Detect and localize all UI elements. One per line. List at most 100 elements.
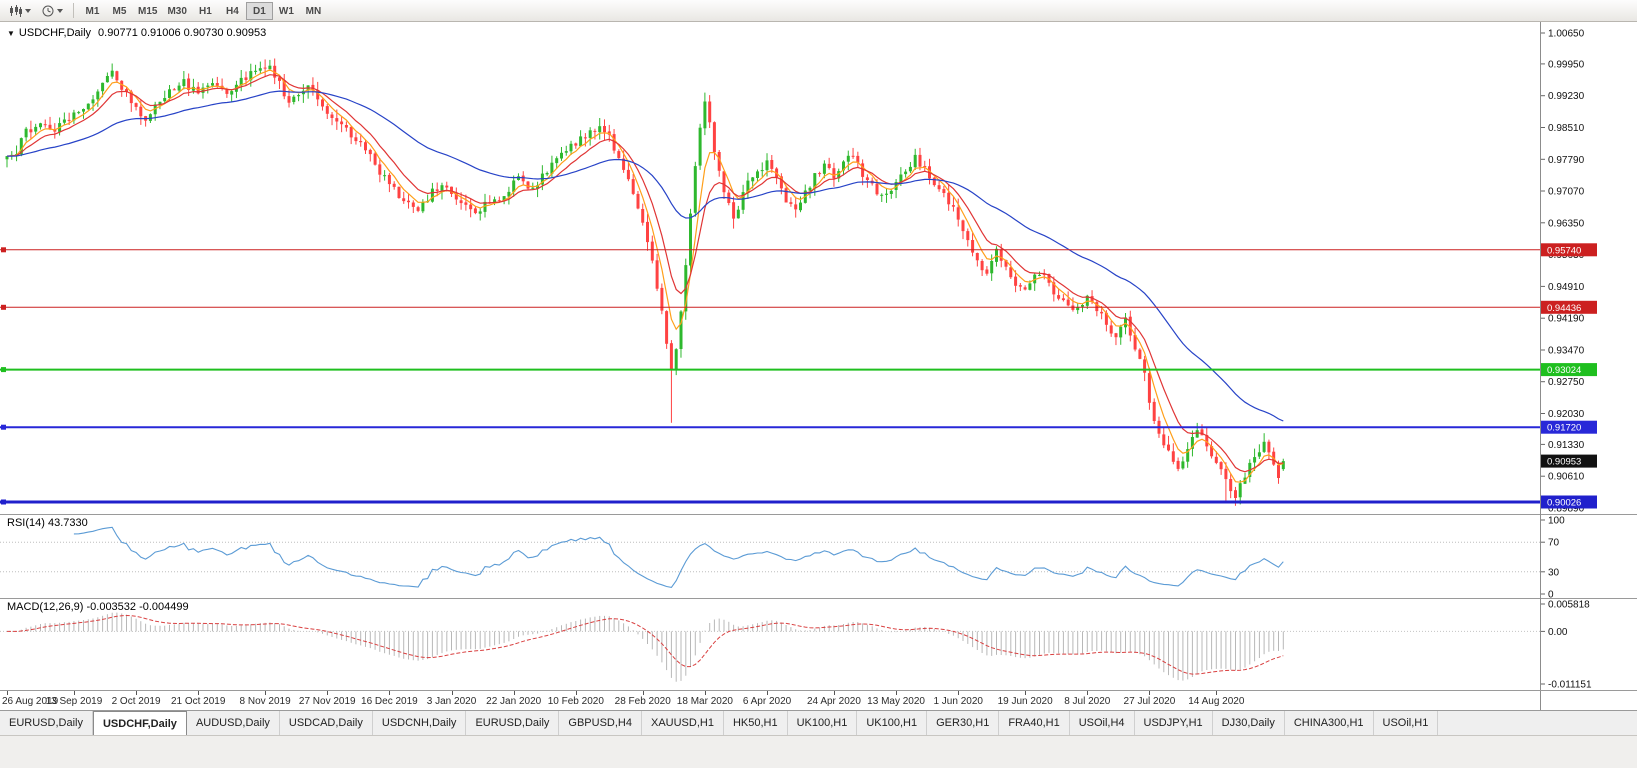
- chart-tab-usdcnh-daily[interactable]: USDCNH,Daily: [373, 711, 467, 735]
- time-tick: [896, 691, 898, 695]
- ma-line-5: [6, 69, 1284, 483]
- axis-corner-divider: [1540, 691, 1541, 711]
- chart-tab-eurusd-daily[interactable]: EURUSD,Daily: [0, 711, 93, 735]
- chart-tab-china300-h1[interactable]: CHINA300,H1: [1285, 711, 1374, 735]
- time-tick: [1025, 691, 1027, 695]
- chart-tab-usoil-h4[interactable]: USOil,H4: [1070, 711, 1135, 735]
- time-tick: [642, 691, 644, 695]
- timeframe-button-m15[interactable]: M15: [133, 2, 162, 20]
- chart-tab-usdjpy-h1[interactable]: USDJPY,H1: [1135, 711, 1213, 735]
- chart-tab-audusd-daily[interactable]: AUDUSD,Daily: [187, 711, 280, 735]
- ma-line-40: [7, 90, 1284, 422]
- svg-text:0.98510: 0.98510: [1548, 123, 1585, 134]
- chart-tab-usdcad-daily[interactable]: USDCAD,Daily: [280, 711, 373, 735]
- time-tick: [265, 691, 267, 695]
- time-tick: [1216, 691, 1218, 695]
- timeframe-button-m30[interactable]: M30: [162, 2, 191, 20]
- timeframe-button-m1[interactable]: M1: [79, 2, 106, 20]
- timeframe-button-mn[interactable]: MN: [300, 2, 327, 20]
- time-axis-label: 27 Jul 2020: [1123, 696, 1176, 707]
- status-bar: [0, 735, 1637, 768]
- period-dropdown-button[interactable]: [37, 2, 68, 20]
- time-tick: [7, 691, 8, 695]
- level-handle-icon[interactable]: [1, 499, 6, 505]
- time-tick: [327, 691, 329, 695]
- time-axis-label: 6 Apr 2020: [742, 696, 792, 707]
- chart-tab-eurusd-daily[interactable]: EURUSD,Daily: [466, 711, 560, 735]
- clock-icon: [42, 5, 54, 16]
- time-axis-label: 28 Feb 2020: [614, 696, 671, 707]
- time-axis-label: 16 Dec 2019: [361, 696, 418, 707]
- svg-text:0.89890: 0.89890: [1548, 504, 1585, 515]
- main-chart-canvas[interactable]: 1.00650 0.99950 0.99230 0.98510 0.97790 0.970…: [0, 22, 1637, 514]
- time-tick: [389, 691, 391, 695]
- ma-line-10: [6, 74, 1284, 473]
- svg-text:-0.011151: -0.011151: [1548, 680, 1592, 691]
- macd-histogram-group: [11, 612, 1284, 682]
- price-axis[interactable]: 1.00650 0.99950 0.99230 0.98510 0.97790 0.970…: [1540, 22, 1637, 515]
- chart-tab-usoil-h1[interactable]: USOil,H1: [1374, 711, 1439, 735]
- svg-text:0.93024: 0.93024: [1547, 365, 1581, 376]
- moving-averages-group: [6, 69, 1284, 483]
- time-axis-label: 8 Nov 2019: [239, 696, 291, 707]
- svg-text:0.94910: 0.94910: [1548, 282, 1585, 293]
- svg-text:0: 0: [1548, 590, 1554, 599]
- macd-signal-value: -0.004499: [139, 601, 189, 613]
- chart-tab-fra40-h1[interactable]: FRA40,H1: [999, 711, 1070, 735]
- macd-panel-canvas[interactable]: 0.005818 0.00 -0.011151: [0, 598, 1637, 690]
- macd-axis[interactable]: 0.005818 0.00 -0.011151: [1540, 598, 1637, 691]
- time-axis-label: 14 Aug 2020: [1188, 696, 1245, 707]
- time-tick: [833, 691, 835, 695]
- collapse-chart-icon[interactable]: ▼: [7, 29, 15, 38]
- chart-tab-usdchf-daily[interactable]: USDCHF,Daily: [92, 711, 187, 735]
- chart-tab-uk100-h1[interactable]: UK100,H1: [788, 711, 858, 735]
- svg-text:0.95740: 0.95740: [1547, 245, 1581, 256]
- timeframe-button-w1[interactable]: W1: [273, 2, 300, 20]
- level-handle-icon[interactable]: [1, 304, 6, 310]
- level-handle-icon[interactable]: [1, 424, 6, 430]
- svg-text:70: 70: [1548, 538, 1560, 549]
- chart-tab-uk100-h1[interactable]: UK100,H1: [857, 711, 928, 735]
- chart-tab-xauusd-h1[interactable]: XAUUSD,H1: [642, 711, 724, 735]
- level-handle-icon[interactable]: [1, 367, 6, 373]
- chevron-down-icon: [57, 8, 63, 13]
- chart-type-button[interactable]: [4, 2, 36, 20]
- timeframe-button-m5[interactable]: M5: [106, 2, 133, 20]
- timeframe-toolbar: M1 M5 M15 M30 H1 H4 D1 W1 MN: [0, 0, 1637, 22]
- chart-tab-hk50-h1[interactable]: HK50,H1: [724, 711, 788, 735]
- timeframe-button-d1[interactable]: D1: [245, 2, 273, 21]
- time-tick: [1087, 691, 1089, 695]
- chart-tab-gbpusd-h4[interactable]: GBPUSD,H4: [559, 711, 642, 735]
- horizontal-levels-group: [0, 247, 1540, 505]
- svg-text:0.96350: 0.96350: [1548, 218, 1585, 229]
- timeframe-button-h4[interactable]: H4: [219, 2, 246, 20]
- chart-ohlc-values: 0.90771 0.91006 0.90730 0.90953: [98, 27, 267, 39]
- level-handle-icon[interactable]: [1, 247, 6, 253]
- timeframe-button-h1[interactable]: H1: [192, 2, 219, 20]
- price-badges-group: 0.95740 0.94436 0.93024 0.91720 0.90026 0.909…: [1541, 243, 1597, 509]
- time-tick: [451, 691, 453, 695]
- rsi-name: RSI(14): [7, 517, 45, 529]
- time-axis-label: 13 May 2020: [867, 696, 925, 707]
- macd-signal-group: [7, 614, 1284, 675]
- timeframe-buttons: M1 M5 M15 M30 H1 H4 D1 W1 MN: [79, 1, 327, 21]
- chart-tab-dj30-daily[interactable]: DJ30,Daily: [1213, 711, 1285, 735]
- chart-symbol-period: USDCHF,Daily: [18, 27, 92, 39]
- macd-main-value: -0.003532: [86, 601, 137, 613]
- time-tick: [704, 691, 706, 695]
- macd-name: MACD(12,26,9): [7, 601, 84, 613]
- time-axis-label: 24 Apr 2020: [806, 696, 861, 707]
- rsi-panel-canvas[interactable]: 100 70 30 0: [0, 514, 1637, 598]
- svg-text:0.90610: 0.90610: [1548, 472, 1585, 483]
- time-axis[interactable]: 26 Aug 2019 13 Sep 2019 2 Oct 2019 21 Oct 2…: [0, 690, 1637, 711]
- chart-tab-bar: EURUSD,Daily USDCHF,Daily AUDUSD,Daily USDC…: [0, 710, 1637, 735]
- svg-text:1.00650: 1.00650: [1548, 29, 1585, 40]
- rsi-axis[interactable]: 100 70 30 0: [1540, 514, 1637, 599]
- svg-text:0.97790: 0.97790: [1548, 155, 1585, 166]
- time-tick: [198, 691, 200, 695]
- chart-tab-ger30-h1[interactable]: GER30,H1: [927, 711, 1000, 735]
- svg-text:0.90026: 0.90026: [1547, 498, 1581, 509]
- chart-title: ▼ USDCHF,Daily 0.90771 0.91006 0.90730 0.9…: [7, 27, 266, 39]
- svg-text:0.99950: 0.99950: [1548, 59, 1585, 70]
